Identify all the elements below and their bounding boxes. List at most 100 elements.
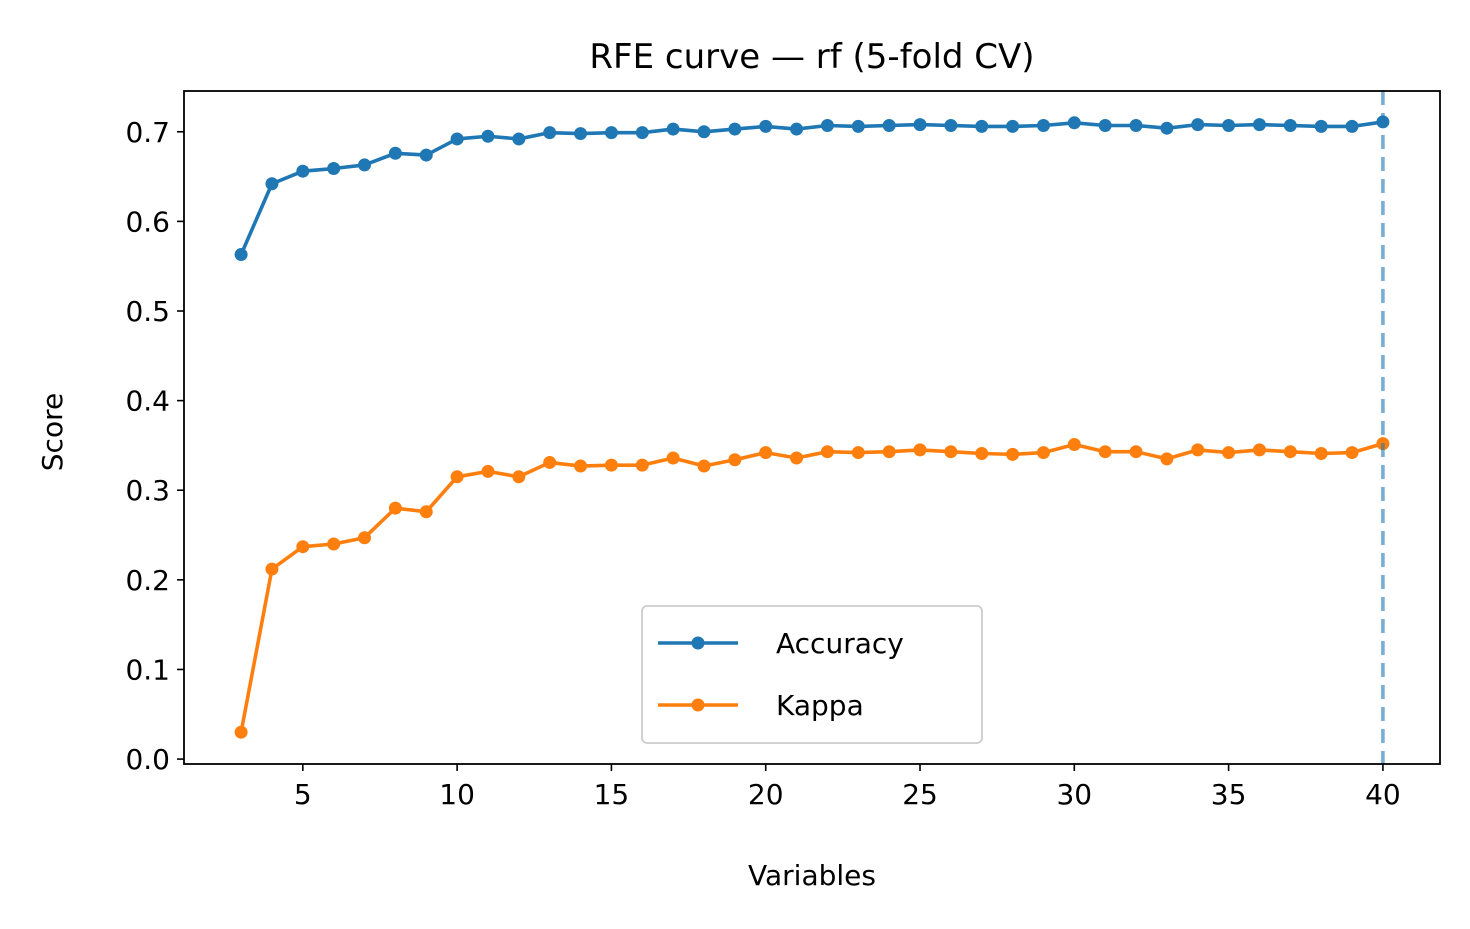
data-point-kappa xyxy=(1345,446,1359,460)
data-point-kappa xyxy=(234,725,248,739)
data-point-accuracy xyxy=(1345,119,1359,133)
data-point-accuracy xyxy=(697,125,711,139)
data-point-kappa xyxy=(358,531,372,545)
legend-label-accuracy: Accuracy xyxy=(776,627,904,660)
data-point-kappa xyxy=(635,458,649,472)
data-point-kappa xyxy=(1222,446,1236,460)
data-point-accuracy xyxy=(543,126,557,140)
data-point-accuracy xyxy=(1222,119,1236,132)
series-line-accuracy xyxy=(239,120,1385,257)
y-tick-label: 0.0 xyxy=(125,743,170,776)
data-point-accuracy xyxy=(512,132,526,146)
legend-marker-kappa xyxy=(691,698,705,712)
axes-frame xyxy=(183,90,1441,765)
data-point-kappa xyxy=(1098,445,1112,459)
legend-marker-accuracy xyxy=(691,636,705,650)
data-point-kappa xyxy=(1283,445,1297,459)
x-tick-label: 35 xyxy=(1211,778,1247,811)
data-point-kappa xyxy=(1191,443,1205,457)
chart-title: RFE curve — rf (5-fold CV) xyxy=(589,37,1034,77)
data-point-kappa xyxy=(913,443,927,457)
data-point-accuracy xyxy=(1129,119,1143,132)
data-point-accuracy xyxy=(296,164,310,178)
data-point-accuracy xyxy=(1191,118,1205,132)
data-point-kappa xyxy=(574,459,588,473)
y-tick-label: 0.3 xyxy=(125,474,170,507)
plot-area: 5 10 15 20 25 30 35 40 0.0 0.1 0.2 0.3 0.4 0.5 0.6 0.7 A… xyxy=(125,90,1441,811)
data-point-kappa xyxy=(388,501,402,515)
data-point-accuracy xyxy=(759,119,773,133)
y-tick-label: 0.2 xyxy=(125,564,170,597)
data-point-kappa xyxy=(1036,446,1050,460)
data-point-accuracy xyxy=(450,132,464,146)
data-point-kappa xyxy=(481,464,495,478)
data-point-kappa xyxy=(666,451,680,465)
x-tick-label: 40 xyxy=(1365,778,1401,811)
x-tick-label: 20 xyxy=(748,778,784,811)
data-point-accuracy xyxy=(975,119,989,133)
data-point-kappa xyxy=(851,446,865,460)
data-point-accuracy xyxy=(851,119,865,133)
data-point-kappa xyxy=(450,470,464,484)
data-point-kappa xyxy=(1067,438,1081,452)
data-point-accuracy xyxy=(1314,119,1328,133)
legend-box xyxy=(641,605,983,744)
data-point-accuracy xyxy=(358,158,372,172)
data-point-accuracy xyxy=(1067,116,1081,130)
data-point-accuracy xyxy=(265,177,279,191)
x-tick-label: 5 xyxy=(294,778,312,811)
data-point-kappa xyxy=(820,445,834,459)
data-point-kappa xyxy=(697,459,711,473)
data-point-accuracy xyxy=(1006,119,1020,133)
data-point-accuracy xyxy=(944,119,958,132)
data-point-accuracy xyxy=(1252,118,1266,132)
legend: Accuracy Kappa xyxy=(641,605,983,744)
data-point-accuracy xyxy=(635,126,649,140)
x-tick-label: 25 xyxy=(902,778,938,811)
data-point-accuracy xyxy=(913,118,927,132)
x-tick-label: 30 xyxy=(1056,778,1092,811)
data-point-accuracy xyxy=(574,127,588,141)
data-point-kappa xyxy=(296,540,310,554)
data-point-accuracy xyxy=(327,162,341,176)
y-tick-label: 0.6 xyxy=(125,205,170,238)
data-point-kappa xyxy=(759,446,773,460)
data-point-kappa xyxy=(419,505,433,519)
data-point-accuracy xyxy=(1283,119,1297,132)
y-tick-label: 0.4 xyxy=(125,385,170,418)
y-tick-label: 0.1 xyxy=(125,653,170,686)
data-point-kappa xyxy=(543,455,557,469)
data-point-accuracy xyxy=(728,122,742,136)
data-point-kappa xyxy=(790,451,804,465)
data-point-accuracy xyxy=(419,148,433,162)
y-tick-label: 0.7 xyxy=(125,116,170,149)
legend-label-kappa: Kappa xyxy=(776,689,864,722)
data-point-accuracy xyxy=(882,119,896,132)
data-point-kappa xyxy=(1160,452,1174,466)
data-point-kappa xyxy=(1252,443,1266,457)
data-point-kappa xyxy=(882,445,896,459)
data-point-kappa xyxy=(265,562,279,576)
data-point-accuracy xyxy=(790,122,804,136)
data-point-kappa xyxy=(728,453,742,467)
data-point-accuracy xyxy=(604,126,618,140)
data-point-kappa xyxy=(1006,447,1020,461)
data-point-kappa xyxy=(1129,445,1143,459)
data-point-kappa xyxy=(327,537,341,551)
data-point-accuracy xyxy=(1036,119,1050,132)
y-axis-label: Score xyxy=(36,393,69,471)
data-point-kappa xyxy=(1314,446,1328,460)
data-point-kappa xyxy=(512,470,526,484)
data-point-accuracy xyxy=(481,129,495,143)
data-point-kappa xyxy=(975,446,989,460)
x-tick-label: 10 xyxy=(439,778,475,811)
x-tick-label: 15 xyxy=(594,778,630,811)
x-axis-label: Variables xyxy=(748,859,876,892)
y-tick-label: 0.5 xyxy=(125,295,170,328)
data-point-kappa xyxy=(944,445,958,459)
data-point-accuracy xyxy=(1160,121,1174,135)
data-point-accuracy xyxy=(388,146,402,160)
data-point-accuracy xyxy=(666,122,680,136)
